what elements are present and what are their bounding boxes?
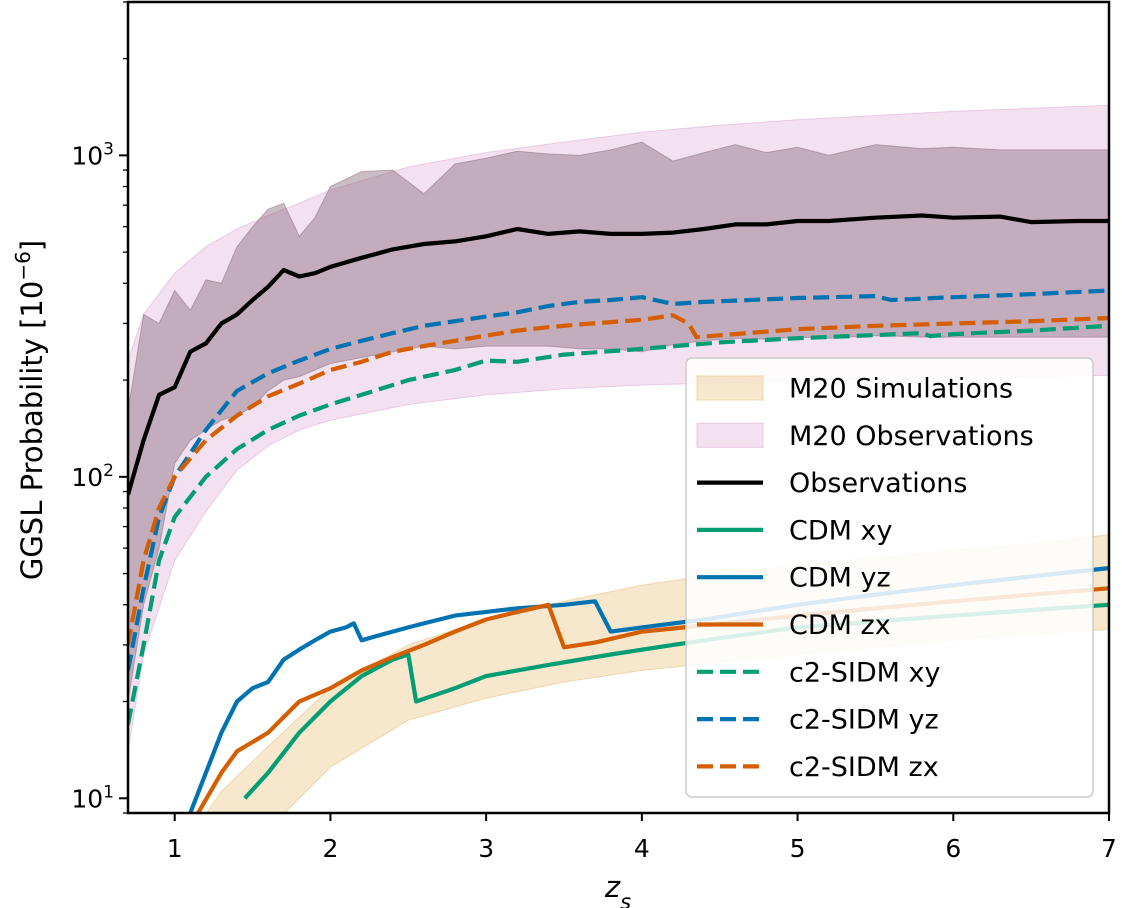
legend-swatch-m20-observations [696, 422, 764, 448]
y-tick-label: 102 [71, 461, 114, 492]
legend-label-observations: Observations [789, 468, 967, 499]
x-tick-label: 3 [478, 834, 494, 863]
series-line-observations [128, 213, 1109, 496]
legend-label-c2-sidm-xy: c2-SIDM xy [789, 657, 941, 688]
series-line-c2-sidm-xy [128, 323, 1109, 725]
legend-label-m20-simulations: M20 Simulations [789, 374, 1013, 405]
series-line-c2-sidm-zx [128, 313, 1109, 646]
legend-label-cdm-xy: CDM xy [789, 515, 892, 546]
legend-label-cdm-zx: CDM zx [789, 610, 891, 641]
legend-label-cdm-yz: CDM yz [789, 563, 891, 594]
legend: M20 Simulations M20 Observations Observati… [685, 357, 1094, 798]
legend-label-m20-observations: M20 Observations [789, 421, 1034, 452]
band-m20-observations [128, 104, 1109, 752]
x-axis-ticks: 1 2 3 4 5 6 7 [167, 813, 1117, 863]
y-axis-title: GGSL Probability [10−6] [11, 240, 49, 580]
legend-label-c2-sidm-zx: c2-SIDM zx [789, 752, 939, 783]
legend-box [685, 357, 1094, 798]
legend-label-c2-sidm-yz: c2-SIDM yz [789, 705, 939, 736]
y-tick-label: 103 [71, 139, 114, 170]
y-axis-ticks: 101 102 103 [71, 1, 128, 814]
x-axis-title: zs [604, 870, 631, 908]
x-tick-label: 1 [167, 834, 183, 863]
band-observations-spread [128, 141, 1109, 702]
plot-frame [126, 0, 1111, 815]
x-tick-label: 5 [790, 834, 806, 863]
x-tick-label: 7 [1101, 834, 1117, 863]
x-tick-label: 2 [322, 834, 338, 863]
legend-swatch-m20-simulations [696, 375, 764, 401]
series-line-c2-sidm-yz [128, 288, 1109, 671]
x-tick-label: 4 [634, 834, 650, 863]
x-tick-label: 6 [945, 834, 961, 863]
y-tick-label: 101 [71, 782, 114, 813]
